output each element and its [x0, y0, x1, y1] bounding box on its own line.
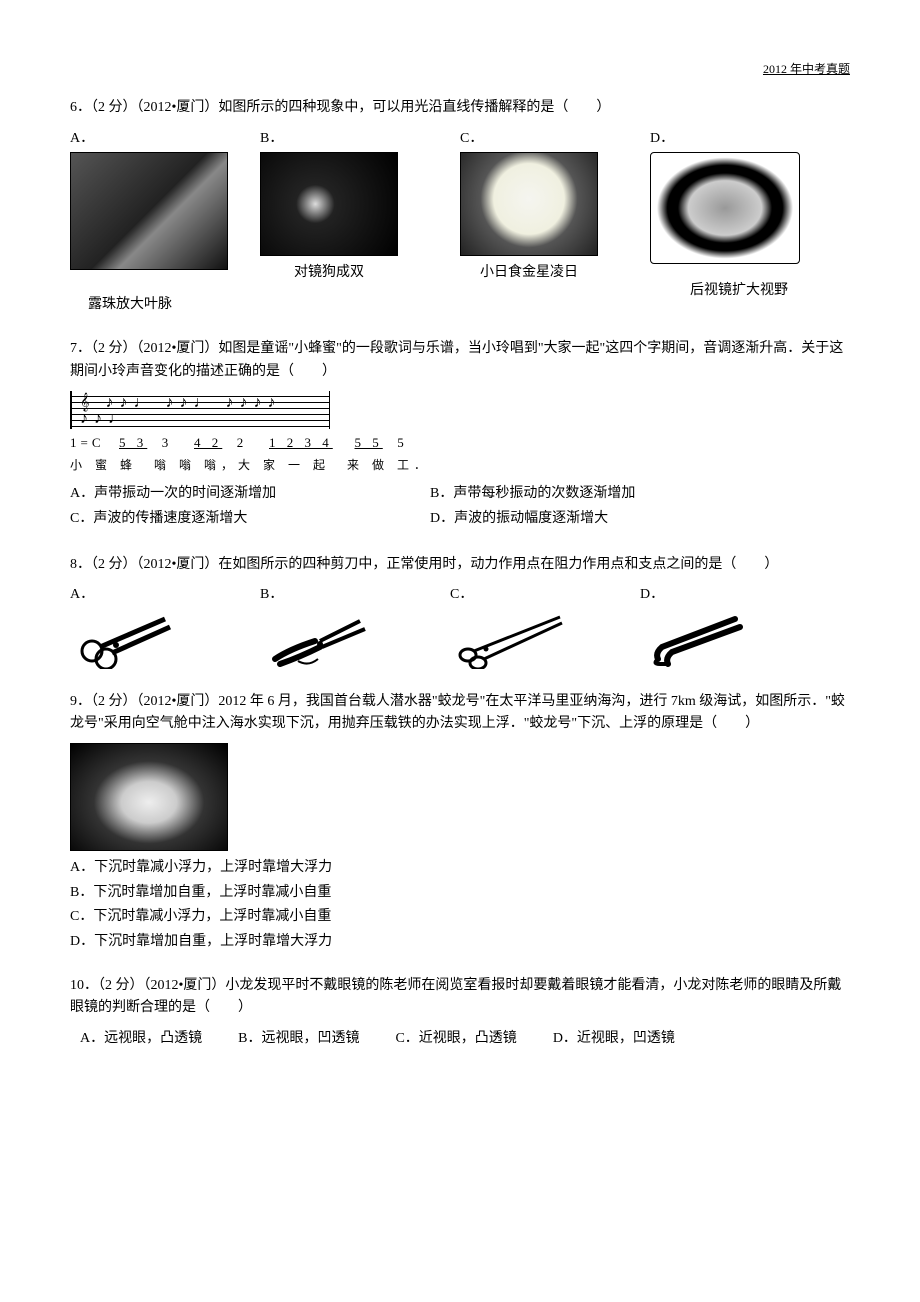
q10-opt-b: B．远视眼，凹透镜	[238, 1028, 359, 1050]
nn-g5: 5 5	[355, 435, 383, 450]
q6-d-image	[650, 152, 800, 264]
q6-c-caption: 小日食金星凌日	[480, 262, 578, 284]
q6-option-b: B． 对镜狗成双	[260, 128, 460, 317]
question-8: 8．（2 分）（2012•厦门）在如图所示的四种剪刀中，正常使用时，动力作用点在…	[70, 554, 850, 669]
q7-opt-c: C．声波的传播速度逐渐增大	[70, 508, 430, 530]
q8-options-row: A． B．	[70, 584, 850, 668]
q8-c-label: C．	[450, 584, 640, 606]
q6-option-c: C． 小日食金星凌日	[460, 128, 650, 317]
q6-d-caption: 后视镜扩大视野	[690, 280, 788, 302]
q9-submarine-image	[70, 743, 228, 851]
q6-stem: 6．（2 分）（2012•厦门）如图所示的四种现象中，可以用光沿直线传播解释的是…	[70, 97, 850, 119]
nn-g1: 3	[162, 435, 173, 450]
q6-b-label: B．	[260, 128, 283, 150]
q8-a-label: A．	[70, 584, 260, 606]
q10-opt-a: A．远视眼，凸透镜	[80, 1028, 202, 1050]
q8-b-label: B．	[260, 584, 450, 606]
q7-opt-a: A．声带振动一次的时间逐渐增加	[70, 483, 430, 505]
score-lyrics: 小 蜜 蜂 嗡 嗡 嗡，大 家 一 起 来 做 工．	[70, 456, 850, 475]
q6-c-image	[460, 152, 598, 256]
q9-stem: 9．（2 分）（2012•厦门）2012 年 6 月，我国首台载人潜水器"蛟龙号…	[70, 691, 850, 736]
q9-opt-c: C．下沉时靠减小浮力，上浮时靠减小自重	[70, 906, 850, 928]
q8-d-label: D．	[640, 584, 830, 606]
nn-g3: 2	[237, 435, 248, 450]
question-9: 9．（2 分）（2012•厦门）2012 年 6 月，我国首台载人潜水器"蛟龙号…	[70, 691, 850, 953]
q7-opt-b: B．声带每秒振动的次数逐渐增加	[430, 483, 850, 505]
q7-music-score: 𝄞 ♪♪♩ ♪♪♩ ♪♪♪♪ ♪♪♩ 1=C 5 3 3 4 2 2 1 2 3…	[70, 391, 850, 475]
q6-b-caption: 对镜狗成双	[294, 262, 364, 284]
q8-option-d: D．	[640, 584, 830, 668]
q6-a-label: A．	[70, 128, 94, 150]
q8-option-c: C．	[450, 584, 640, 668]
q8-a-scissor-icon	[70, 609, 190, 669]
q6-d-label: D．	[650, 128, 674, 150]
nn-g2: 4 2	[194, 435, 222, 450]
question-7: 7．（2 分）（2012•厦门）如图是童谣"小蜂蜜"的一段歌词与乐谱，当小玲唱到…	[70, 338, 850, 532]
q7-stem: 7．（2 分）（2012•厦门）如图是童谣"小蜂蜜"的一段歌词与乐谱，当小玲唱到…	[70, 338, 850, 383]
q10-opt-c: C．近视眼，凸透镜	[395, 1028, 516, 1050]
q10-options: A．远视眼，凸透镜 B．远视眼，凹透镜 C．近视眼，凸透镜 D．近视眼，凹透镜	[80, 1028, 850, 1050]
q7-options: A．声带振动一次的时间逐渐增加 C．声波的传播速度逐渐增大 B．声带每秒振动的次…	[70, 483, 850, 532]
q6-b-image	[260, 152, 398, 256]
q6-options-row: A． 露珠放大叶脉 B． 对镜狗成双 C． 小日食金星凌日 D． 后视镜扩大视野	[70, 128, 850, 317]
q8-option-a: A．	[70, 584, 260, 668]
q6-a-image	[70, 152, 228, 270]
staff-notes: 𝄞 ♪♪♩ ♪♪♩ ♪♪♪♪ ♪♪♩	[80, 395, 329, 427]
nn-g4: 1 2 3 4	[269, 435, 333, 450]
q10-stem: 10．（2 分）（2012•厦门）小龙发现平时不戴眼镜的陈老师在阅览室看报时却要…	[70, 975, 850, 1020]
q8-b-scissor-icon	[260, 609, 380, 669]
q8-option-b: B．	[260, 584, 450, 668]
page-header: 2012 年中考真题	[70, 60, 850, 79]
nn-g6: 5	[397, 435, 408, 450]
score-key: 1=C	[70, 435, 105, 450]
q7-opt-d: D．声波的振动幅度逐渐增大	[430, 508, 850, 530]
q6-option-a: A． 露珠放大叶脉	[70, 128, 260, 317]
q8-d-scissor-icon	[640, 609, 760, 669]
q9-opt-a: A．下沉时靠减小浮力，上浮时靠增大浮力	[70, 857, 850, 879]
staff-lines: 𝄞 ♪♪♩ ♪♪♩ ♪♪♪♪ ♪♪♩	[70, 391, 330, 429]
q10-opt-d: D．近视眼，凹透镜	[553, 1028, 675, 1050]
q6-c-label: C．	[460, 128, 483, 150]
q8-stem: 8．（2 分）（2012•厦门）在如图所示的四种剪刀中，正常使用时，动力作用点在…	[70, 554, 850, 576]
nn-g0: 5 3	[119, 435, 147, 450]
numbered-notation: 1=C 5 3 3 4 2 2 1 2 3 4 5 5 5	[70, 433, 850, 454]
q8-c-scissor-icon	[450, 609, 570, 669]
q9-options: A．下沉时靠减小浮力，上浮时靠增大浮力 B．下沉时靠增加自重，上浮时靠减小自重 …	[70, 857, 850, 953]
question-10: 10．（2 分）（2012•厦门）小龙发现平时不戴眼镜的陈老师在阅览室看报时却要…	[70, 975, 850, 1050]
question-6: 6．（2 分）（2012•厦门）如图所示的四种现象中，可以用光沿直线传播解释的是…	[70, 97, 850, 316]
q6-option-d: D． 后视镜扩大视野	[650, 128, 840, 317]
q9-opt-b: B．下沉时靠增加自重，上浮时靠减小自重	[70, 882, 850, 904]
q6-a-caption: 露珠放大叶脉	[88, 294, 172, 316]
q9-opt-d: D．下沉时靠增加自重，上浮时靠增大浮力	[70, 931, 850, 953]
